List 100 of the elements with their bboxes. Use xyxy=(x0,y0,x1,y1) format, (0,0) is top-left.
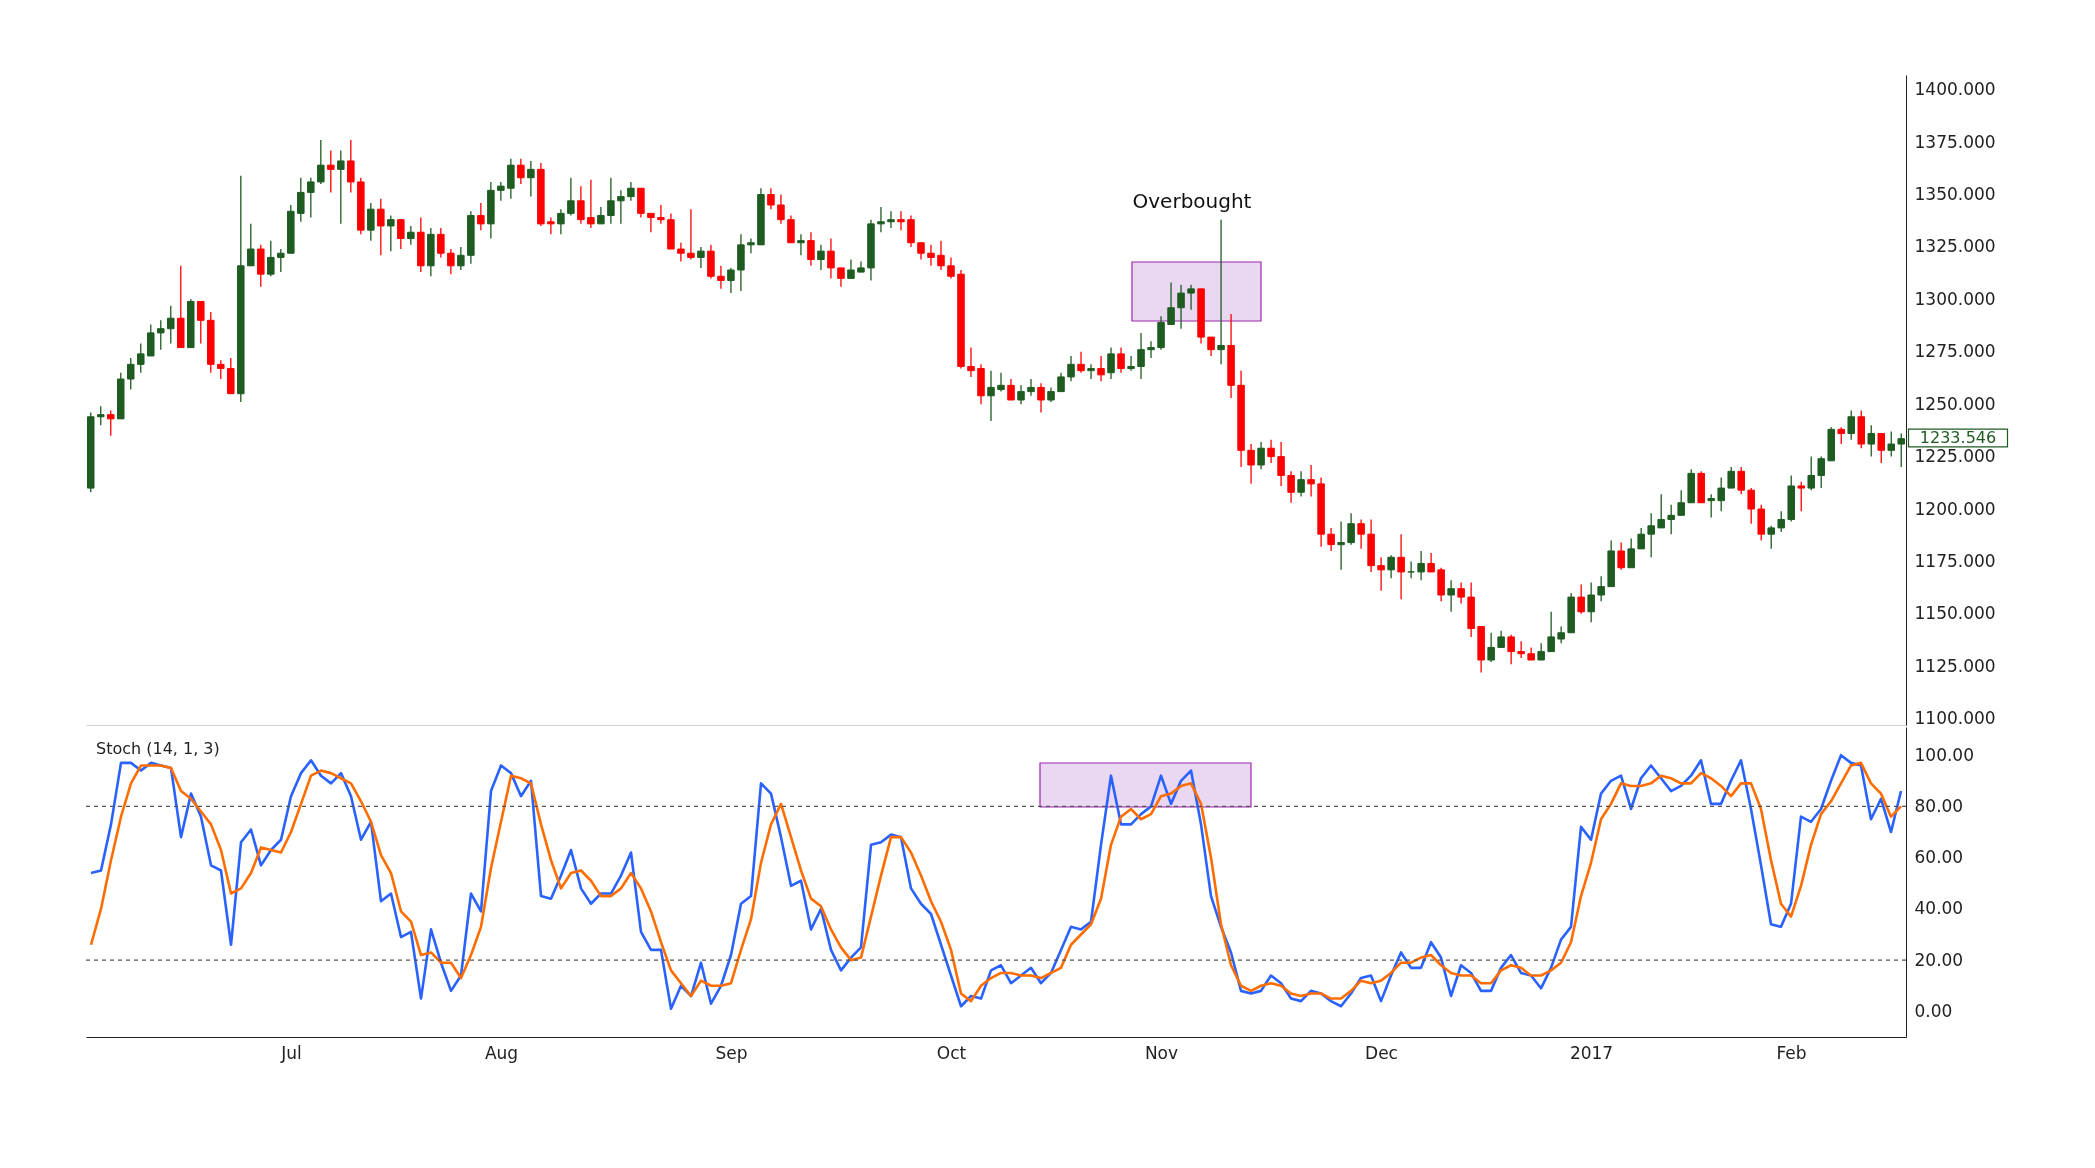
candlestick xyxy=(1847,409,1855,441)
candlestick xyxy=(1077,351,1085,374)
candlestick xyxy=(147,323,155,357)
annotation: Overbought xyxy=(1132,189,1252,213)
candlestick xyxy=(527,160,535,198)
candlestick xyxy=(457,246,465,271)
x-tick-label: 2017 xyxy=(1569,1042,1614,1063)
y-tick-label: 1250.000 xyxy=(1914,393,1996,414)
y-tick-label: 1400.000 xyxy=(1914,79,1996,100)
candlestick xyxy=(717,265,725,290)
candlestick xyxy=(827,237,835,280)
candlestick xyxy=(567,177,575,217)
candlestick xyxy=(747,237,755,254)
candlestick xyxy=(767,187,775,210)
candlestick xyxy=(1547,611,1555,653)
candlestick xyxy=(777,193,785,225)
x-tick-label: Sep xyxy=(715,1042,748,1063)
candlestick xyxy=(837,267,845,288)
x-tick-label: Dec xyxy=(1365,1042,1398,1063)
y-tick-label: 1125.000 xyxy=(1914,655,1996,676)
y-tick-label: 1175.000 xyxy=(1914,550,1996,571)
candlestick xyxy=(247,223,255,267)
candlestick xyxy=(1377,556,1385,592)
candlestick xyxy=(937,240,945,271)
candlestick xyxy=(1177,284,1185,330)
candlestick xyxy=(1127,355,1135,372)
candlestick xyxy=(997,372,1005,393)
candlestick xyxy=(587,179,595,229)
candlestick xyxy=(657,204,665,225)
candlestick xyxy=(787,214,795,244)
y-tick-label: 1225.000 xyxy=(1914,446,1996,467)
candlestick xyxy=(1007,378,1015,401)
candlestick xyxy=(967,346,975,378)
y-tick-label: 60.00 xyxy=(1914,847,1964,868)
candlestick xyxy=(167,305,175,345)
candlestick xyxy=(337,149,345,225)
candlestick xyxy=(1067,355,1075,382)
candlestick xyxy=(1107,346,1115,380)
candlestick xyxy=(447,248,455,275)
candlestick xyxy=(497,181,505,202)
y-tick-label: 1275.000 xyxy=(1914,341,1996,362)
y-tick-label: 0.00 xyxy=(1914,1000,1953,1021)
candlestick xyxy=(1117,346,1125,374)
candlestick xyxy=(1427,552,1435,573)
candlestick xyxy=(1727,466,1735,489)
candlestick xyxy=(1707,493,1715,519)
candlestick xyxy=(697,246,705,269)
candlestick xyxy=(1277,441,1285,487)
candlestick xyxy=(1587,581,1595,623)
candlestick xyxy=(1357,518,1365,550)
candlestick xyxy=(897,210,905,231)
candlestick xyxy=(1337,520,1345,571)
candlestick xyxy=(1447,579,1455,613)
y-tick-label: 40.00 xyxy=(1914,898,1964,919)
candlestick xyxy=(1577,583,1585,615)
candlestick xyxy=(307,177,315,219)
candlestick xyxy=(1717,476,1725,512)
candlestick xyxy=(617,189,625,225)
candlestick xyxy=(397,219,405,250)
candlestick xyxy=(127,357,135,391)
candlestick xyxy=(1037,382,1045,414)
candlestick xyxy=(557,208,565,235)
candlestick xyxy=(1817,455,1825,489)
candlestick xyxy=(1887,430,1895,458)
candlestick xyxy=(517,158,525,185)
candlestick xyxy=(947,256,955,280)
candlestick xyxy=(1897,432,1905,468)
candlestick xyxy=(1057,372,1065,393)
candlestick xyxy=(1147,340,1155,359)
candlestick xyxy=(927,244,935,267)
candlestick xyxy=(1217,219,1225,365)
candlestick xyxy=(1747,487,1755,525)
candlestick xyxy=(377,198,385,256)
candlestick xyxy=(1597,575,1605,602)
candlestick xyxy=(477,202,485,231)
candlestick xyxy=(1867,424,1875,458)
y-tick-label: 1350.000 xyxy=(1914,184,1996,205)
candlestick xyxy=(407,225,415,246)
candlestick xyxy=(1087,363,1095,380)
candlestick xyxy=(987,370,995,422)
candlestick xyxy=(267,240,275,277)
candlestick xyxy=(607,177,615,225)
candlestick xyxy=(297,177,305,223)
candlestick xyxy=(157,319,165,351)
candlestick xyxy=(1797,481,1805,512)
candlestick xyxy=(367,202,375,242)
candlestick xyxy=(1387,554,1395,579)
y-tick-label: 1100.000 xyxy=(1914,708,1996,729)
y-tick-label: 20.00 xyxy=(1914,949,1964,970)
candlestick xyxy=(1207,336,1215,357)
candlestick xyxy=(647,212,655,233)
candlestick xyxy=(1457,581,1465,605)
candlestick xyxy=(627,181,635,202)
x-tick-label: Aug xyxy=(484,1042,519,1063)
candlestick xyxy=(277,248,285,273)
candlestick xyxy=(1327,527,1335,552)
candlestick xyxy=(1737,466,1745,495)
candlestick xyxy=(1347,512,1355,546)
candlestick xyxy=(577,185,585,225)
x-tick-label: Nov xyxy=(1144,1042,1179,1063)
